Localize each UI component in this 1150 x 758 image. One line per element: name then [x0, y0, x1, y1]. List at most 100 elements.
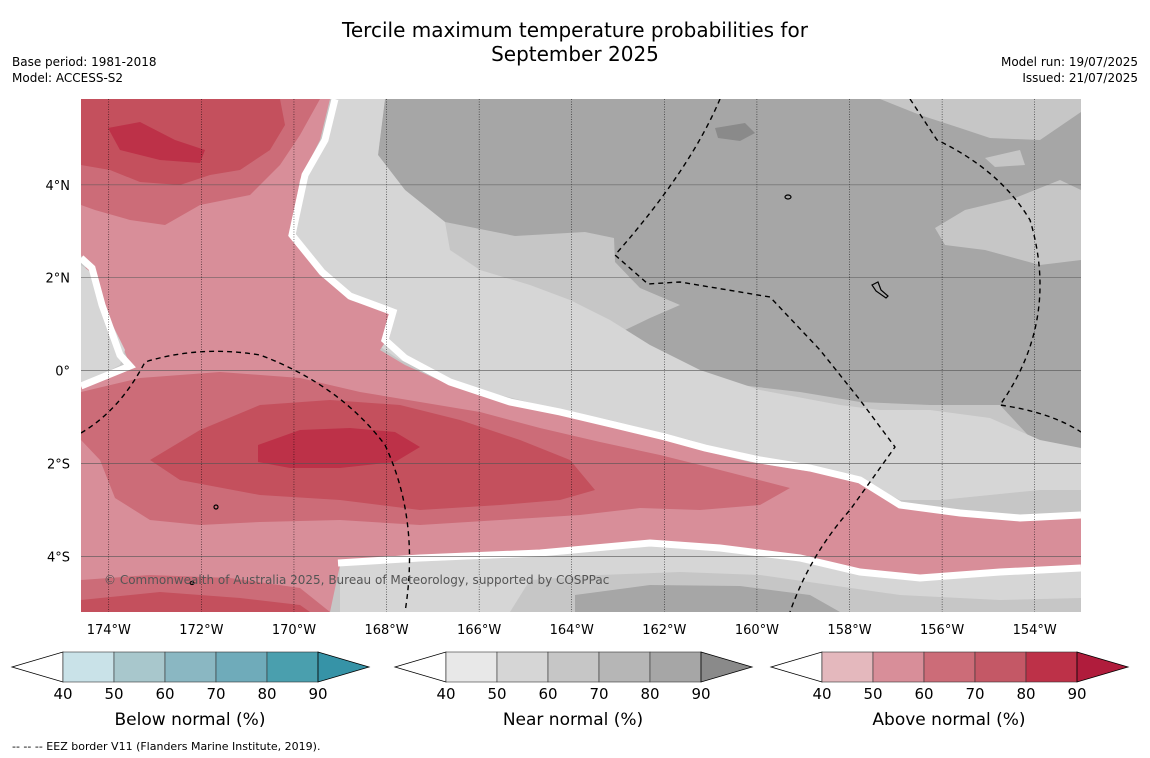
lon-tick-label: 160°W [735, 623, 779, 638]
near-normal-60-band-south [575, 585, 840, 612]
colorbar-tick-label: 90 [308, 685, 327, 703]
lat-tick-label: 0° [55, 365, 70, 380]
colorbar-tick-label: 70 [965, 685, 984, 703]
colorbar-near: 40 50 60 70 80 90 [393, 651, 754, 703]
colorbar-segment [266, 651, 319, 683]
colorbar-label-below: Below normal (%) [114, 710, 266, 730]
colorbar-tick-label: 40 [812, 685, 831, 703]
colorbar-segment [872, 651, 925, 683]
eez-border-west [81, 350, 411, 612]
lon-tick-label: 158°W [827, 623, 871, 638]
lat-tick-label: 2°N [46, 272, 71, 287]
colorbar-segment [547, 651, 600, 683]
eez-border-northeast [909, 99, 1081, 433]
above-normal-70-sw [81, 592, 310, 612]
colorbar-segment [215, 651, 268, 683]
graticule [81, 99, 1081, 612]
island-4 [189, 580, 195, 586]
colorbar-min-extend [10, 651, 64, 683]
lon-tick-label: 164°W [550, 623, 594, 638]
separator-south [337, 539, 1081, 582]
separator-north [288, 99, 1081, 522]
lon-tick-label: 162°W [642, 623, 686, 638]
colorbar-tick-label: 40 [53, 685, 72, 703]
colorbar-label-near: Near normal (%) [502, 710, 644, 730]
lon-tick-label: 156°W [920, 623, 964, 638]
lon-tick-label: 172°W [179, 623, 223, 638]
lon-tick-label: 166°W [457, 623, 501, 638]
colorbar-segment [496, 651, 549, 683]
colorbar-max-extend [700, 651, 754, 683]
model-name: Model: ACCESS-S2 [12, 71, 124, 85]
meta-left: Base period: 1981-2018 Model: ACCESS-S2 [12, 54, 157, 86]
map-title: Tercile maximum temperature probabilitie… [0, 18, 1150, 66]
title-line-1: Tercile maximum temperature probabilitie… [342, 18, 808, 42]
colorbar-above: 40 50 60 70 80 90 [769, 651, 1130, 703]
lat-tick-label: 2°S [47, 457, 70, 472]
near-normal-50-patch-1 [935, 180, 1081, 265]
latitude-ticks: 4°N 2°N 0° 2°S 4°S [46, 179, 71, 565]
copyright-notice: © Commonwealth of Australia 2025, Bureau… [104, 573, 609, 587]
island-2 [871, 281, 889, 299]
colorbar-segment [445, 651, 498, 683]
colorbar-tick-label: 80 [257, 685, 276, 703]
colorbar-tick-label: 40 [436, 685, 455, 703]
near-normal-40-west-patch [81, 265, 125, 385]
lon-tick-label: 168°W [364, 623, 408, 638]
island-3 [213, 504, 219, 510]
colorbar-min-extend [769, 651, 823, 683]
lon-tick-label: 170°W [272, 623, 316, 638]
colorbar-tick-label: 80 [640, 685, 659, 703]
above-normal-70-north [81, 99, 285, 185]
colorbar-max-extend [317, 651, 371, 683]
colorbar-below: 40 50 60 70 80 90 [10, 651, 371, 703]
colorbar-tick-label: 70 [206, 685, 225, 703]
longitude-ticks: 174°W 172°W 170°W 168°W 166°W 164°W 162°W 160°W… [87, 623, 1057, 638]
lat-tick-label: 4°S [47, 550, 70, 565]
colorbar-segment [974, 651, 1027, 683]
base-period: Base period: 1981-2018 [12, 55, 157, 69]
eez-footnote: -- -- -- EEZ border V11 (Flanders Marine… [12, 740, 321, 753]
lon-tick-label: 174°W [87, 623, 131, 638]
colorbar-label-above: Above normal (%) [872, 710, 1026, 730]
meta-right: Model run: 19/07/2025 Issued: 21/07/2025 [1001, 54, 1138, 86]
eez-borders [81, 99, 1081, 612]
colorbar-segment [1025, 651, 1078, 683]
separator-west [81, 255, 136, 390]
near-normal-50-patch-2 [880, 99, 1081, 140]
probability-field [81, 99, 1081, 612]
colorbar-tick-label: 70 [589, 685, 608, 703]
colorbar-segment [821, 651, 874, 683]
above-normal-80-north [108, 122, 205, 163]
eez-border-east [614, 99, 896, 612]
colorbar-tick-label: 80 [1016, 685, 1035, 703]
colorbar-tick-label: 60 [914, 685, 933, 703]
lat-tick-label: 4°N [46, 179, 71, 194]
colorbar-tick-label: 90 [691, 685, 710, 703]
near-normal-70-patch [715, 123, 755, 141]
colorbar-tick-label: 60 [155, 685, 174, 703]
colorbar-max-extend [1076, 651, 1130, 683]
colorbar-segment [62, 651, 115, 683]
near-normal-60-region [378, 99, 1081, 448]
colorbar-segment [598, 651, 651, 683]
lon-tick-label: 154°W [1013, 623, 1057, 638]
colorbar-segment [649, 651, 702, 683]
colorbar-tick-label: 50 [863, 685, 882, 703]
near-normal-50-patch-3 [985, 150, 1025, 167]
model-run: Model run: 19/07/2025 [1000, 55, 1138, 69]
title-line-2: September 2025 [491, 42, 659, 66]
island-1 [784, 194, 792, 200]
colorbar-segment [113, 651, 166, 683]
colorbars: 40 50 60 70 80 90 40 50 60 70 80 90 40 50 60 70 80 90 [10, 651, 1130, 703]
issued-date: Issued: 21/07/2025 [1022, 71, 1138, 85]
islands [189, 194, 889, 586]
near-normal-40-band [295, 99, 1081, 500]
colorbar-tick-label: 50 [487, 685, 506, 703]
colorbar-min-extend [393, 651, 447, 683]
colorbar-tick-label: 90 [1067, 685, 1086, 703]
colorbar-segment [164, 651, 217, 683]
colorbar-segment [923, 651, 976, 683]
colorbar-tick-label: 60 [538, 685, 557, 703]
